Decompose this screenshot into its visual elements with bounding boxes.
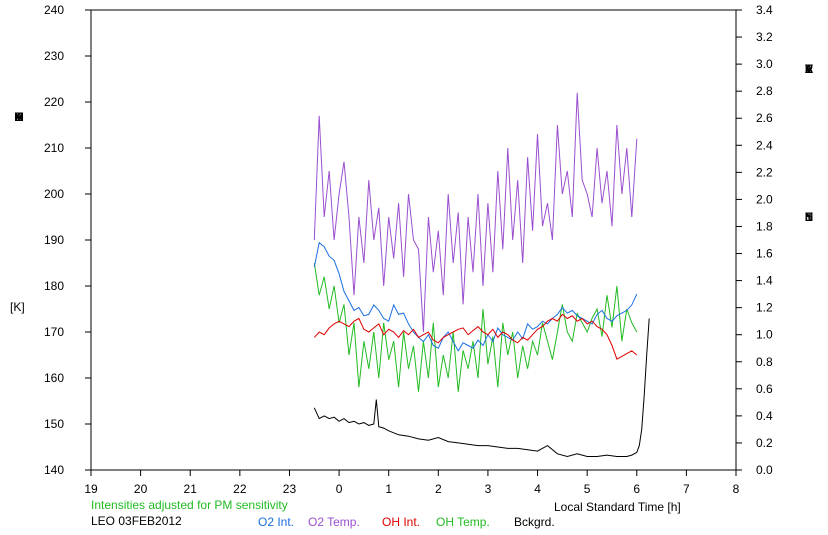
left-tick-label: 180 xyxy=(44,279,64,293)
axis-label-letter: T xyxy=(805,62,813,76)
axis-label-letter: V xyxy=(804,62,813,76)
right-tick-label: 1.2 xyxy=(756,301,773,315)
axis-label-letter: T xyxy=(15,110,23,124)
right-tick-label: 1.6 xyxy=(756,247,773,261)
right-tick-label: 0.8 xyxy=(756,355,773,369)
left-tick-label: 170 xyxy=(44,325,64,339)
axis-label-letter: A xyxy=(804,62,813,76)
right-tick-label: 0.2 xyxy=(756,436,773,450)
left-tick-label: 150 xyxy=(44,417,64,431)
right-tick-label: 1.8 xyxy=(756,219,773,233)
x-tick-label: 20 xyxy=(134,482,148,496)
x-tick-label: 8 xyxy=(733,482,740,496)
axis-label-letter: I xyxy=(807,210,811,224)
right-tick-label: 1.4 xyxy=(756,274,773,288)
x-tick-label: 4 xyxy=(534,482,541,496)
axis-label-letter: I xyxy=(807,62,811,76)
left-axis-unit: [K] xyxy=(10,300,25,314)
x-tick-label: 6 xyxy=(633,482,640,496)
left-tick-label: 190 xyxy=(44,233,64,247)
axis-label-letter: E xyxy=(14,110,23,124)
axis-label-letter: E xyxy=(804,62,813,76)
x-axis-ticks: 19 20 21 22 23 0 1 2 3 4 5 6 7 8 xyxy=(84,470,740,496)
right-tick-label: 2.0 xyxy=(756,192,773,206)
right-tick-label: 0.0 xyxy=(756,463,773,477)
x-tick-label: 21 xyxy=(184,482,198,496)
axis-label-letter: T xyxy=(805,210,813,224)
right-tick-label: 0.6 xyxy=(756,382,773,396)
right-tick-label: 1.0 xyxy=(756,328,773,342)
right-tick-label: 2.2 xyxy=(756,165,773,179)
axis-label-letter: T xyxy=(805,210,813,224)
axis-label-letter: I xyxy=(807,210,811,224)
axis-label-letter: R xyxy=(804,62,814,76)
axis-label-letter: E xyxy=(14,110,23,124)
x-tick-label: 19 xyxy=(84,482,98,496)
axis-label-letter: N xyxy=(804,210,814,224)
x-tick-label: 1 xyxy=(385,482,392,496)
right-axis-ticks: 0.0 0.2 0.4 0.6 0.8 1.0 1.2 1.4 1.6 1.8 2.0 2.2 2.4 2… xyxy=(736,3,773,477)
left-tick-label: 230 xyxy=(44,49,64,63)
right-tick-label: 2.4 xyxy=(756,138,773,152)
axis-label-letter: E xyxy=(804,210,813,224)
series-line-oh-temp xyxy=(313,262,638,392)
x-tick-label: 22 xyxy=(233,482,247,496)
legend-oh-int: OH Int. xyxy=(382,515,421,529)
series-layer xyxy=(313,92,650,458)
axis-label-letter: L xyxy=(805,62,813,76)
left-tick-label: 210 xyxy=(44,141,64,155)
legend-bckgrd: Bckgrd. xyxy=(514,515,555,529)
left-tick-label: 160 xyxy=(44,371,64,385)
x-tick-label: 5 xyxy=(584,482,591,496)
legend-o2-temp: O2 Temp. xyxy=(308,515,360,529)
axis-label-letter: E xyxy=(804,62,813,76)
x-tick-label: 0 xyxy=(336,482,343,496)
axis-label-letter: U xyxy=(14,110,24,124)
sensitivity-note: Intensities adjusted for PM sensitivity xyxy=(91,498,288,512)
right-tick-label: 3.0 xyxy=(756,57,773,71)
axis-label-letter: T xyxy=(15,110,23,124)
axis-label-letter: A xyxy=(14,110,23,124)
axis-label-letter: R xyxy=(14,110,24,124)
left-tick-label: 200 xyxy=(44,187,64,201)
legend-o2-int: O2 Int. xyxy=(258,515,295,529)
right-tick-label: 2.8 xyxy=(756,84,773,98)
left-axis-ticks: 140 150 160 170 180 190 200 210 220 230 240 xyxy=(44,3,91,477)
left-tick-label: 220 xyxy=(44,95,64,109)
left-tick-label: 240 xyxy=(44,3,64,17)
right-tick-label: 3.2 xyxy=(756,30,773,44)
axis-label-letter: Y xyxy=(804,210,813,224)
axis-label-letter: P xyxy=(14,110,23,124)
station-date: LEO 03FEB2012 xyxy=(91,514,182,528)
x-tick-label: 23 xyxy=(283,482,297,496)
series-line-bckgrd xyxy=(313,318,650,458)
legend-oh-temp: OH Temp. xyxy=(436,515,490,529)
left-tick-label: 140 xyxy=(44,463,64,477)
right-tick-label: 2.6 xyxy=(756,111,773,125)
series-line-o2-temp xyxy=(313,92,638,333)
x-tick-label: 7 xyxy=(683,482,690,496)
series-line-oh-int xyxy=(313,313,638,360)
axis-label-letter: S xyxy=(804,210,813,224)
axis-label-letter: N xyxy=(804,210,814,224)
x-axis-label: Local Standard Time [h] xyxy=(554,500,681,514)
x-tick-label: 3 xyxy=(485,482,492,496)
axis-label-letter: E xyxy=(14,110,23,124)
x-tick-label: 2 xyxy=(435,482,442,496)
series-line-o2-int xyxy=(313,241,638,352)
right-tick-label: 0.4 xyxy=(756,409,773,423)
right-tick-label: 3.4 xyxy=(756,3,773,17)
axis-label-letter: M xyxy=(14,110,24,124)
axis-label-letter: R xyxy=(14,110,24,124)
